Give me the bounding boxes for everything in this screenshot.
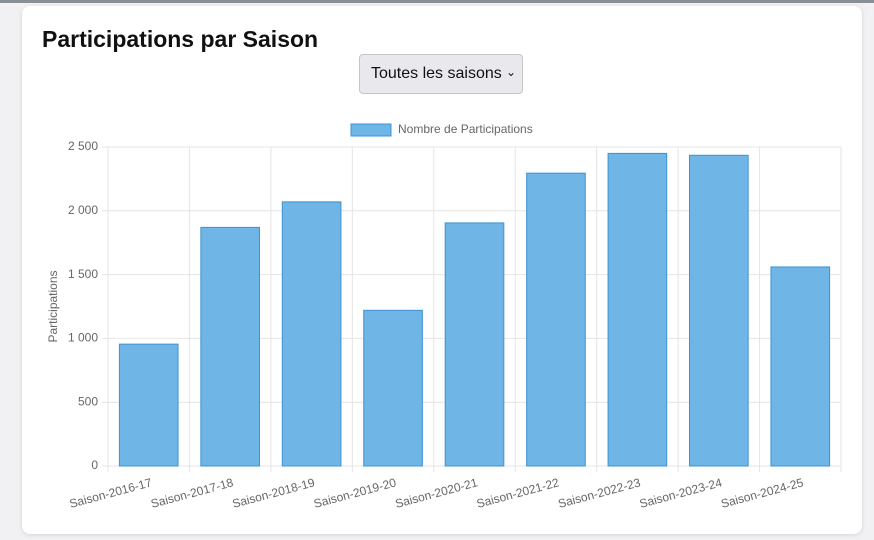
x-tick-label: Saison-2018-19 [231, 475, 317, 511]
x-tick-label: Saison-2019-20 [312, 475, 398, 511]
y-tick-label: 1 500 [68, 267, 98, 281]
x-tick-label: Saison-2020-21 [394, 475, 480, 511]
bar [526, 172, 586, 467]
y-tick-label: 2 500 [68, 139, 98, 153]
bar [200, 226, 260, 467]
y-tick-label: 1 000 [68, 331, 98, 345]
x-tick-label: Saison-2023-24 [638, 475, 724, 511]
x-tick-label: Saison-2022-23 [557, 475, 643, 511]
x-tick-label: Saison-2021-22 [475, 475, 561, 511]
bar [607, 152, 668, 467]
y-tick-label: 2 000 [68, 203, 98, 217]
x-tick-label: Saison-2016-17 [68, 475, 154, 511]
bar [281, 201, 342, 467]
y-axis-title: Participations [46, 270, 60, 342]
window-bar [0, 0, 874, 3]
select-arrow: ⌄ [505, 65, 516, 79]
season-select[interactable]: Toutes les saisons ⌄ [359, 54, 523, 94]
bar [444, 222, 505, 467]
legend-label: Nombre de Participations [398, 122, 533, 136]
x-tick-label: Saison-2024-25 [719, 475, 805, 511]
y-tick-label: 500 [78, 394, 98, 408]
bar [770, 266, 831, 467]
legend-swatch [350, 123, 392, 137]
page-title: Participations par Saison [42, 26, 319, 52]
y-tick-label: 0 [91, 458, 98, 472]
x-tick-label: Saison-2017-18 [149, 475, 235, 511]
bar [363, 309, 423, 467]
bar [689, 154, 749, 467]
bar [118, 343, 179, 467]
select-value: Toutes les saisons [371, 65, 502, 82]
